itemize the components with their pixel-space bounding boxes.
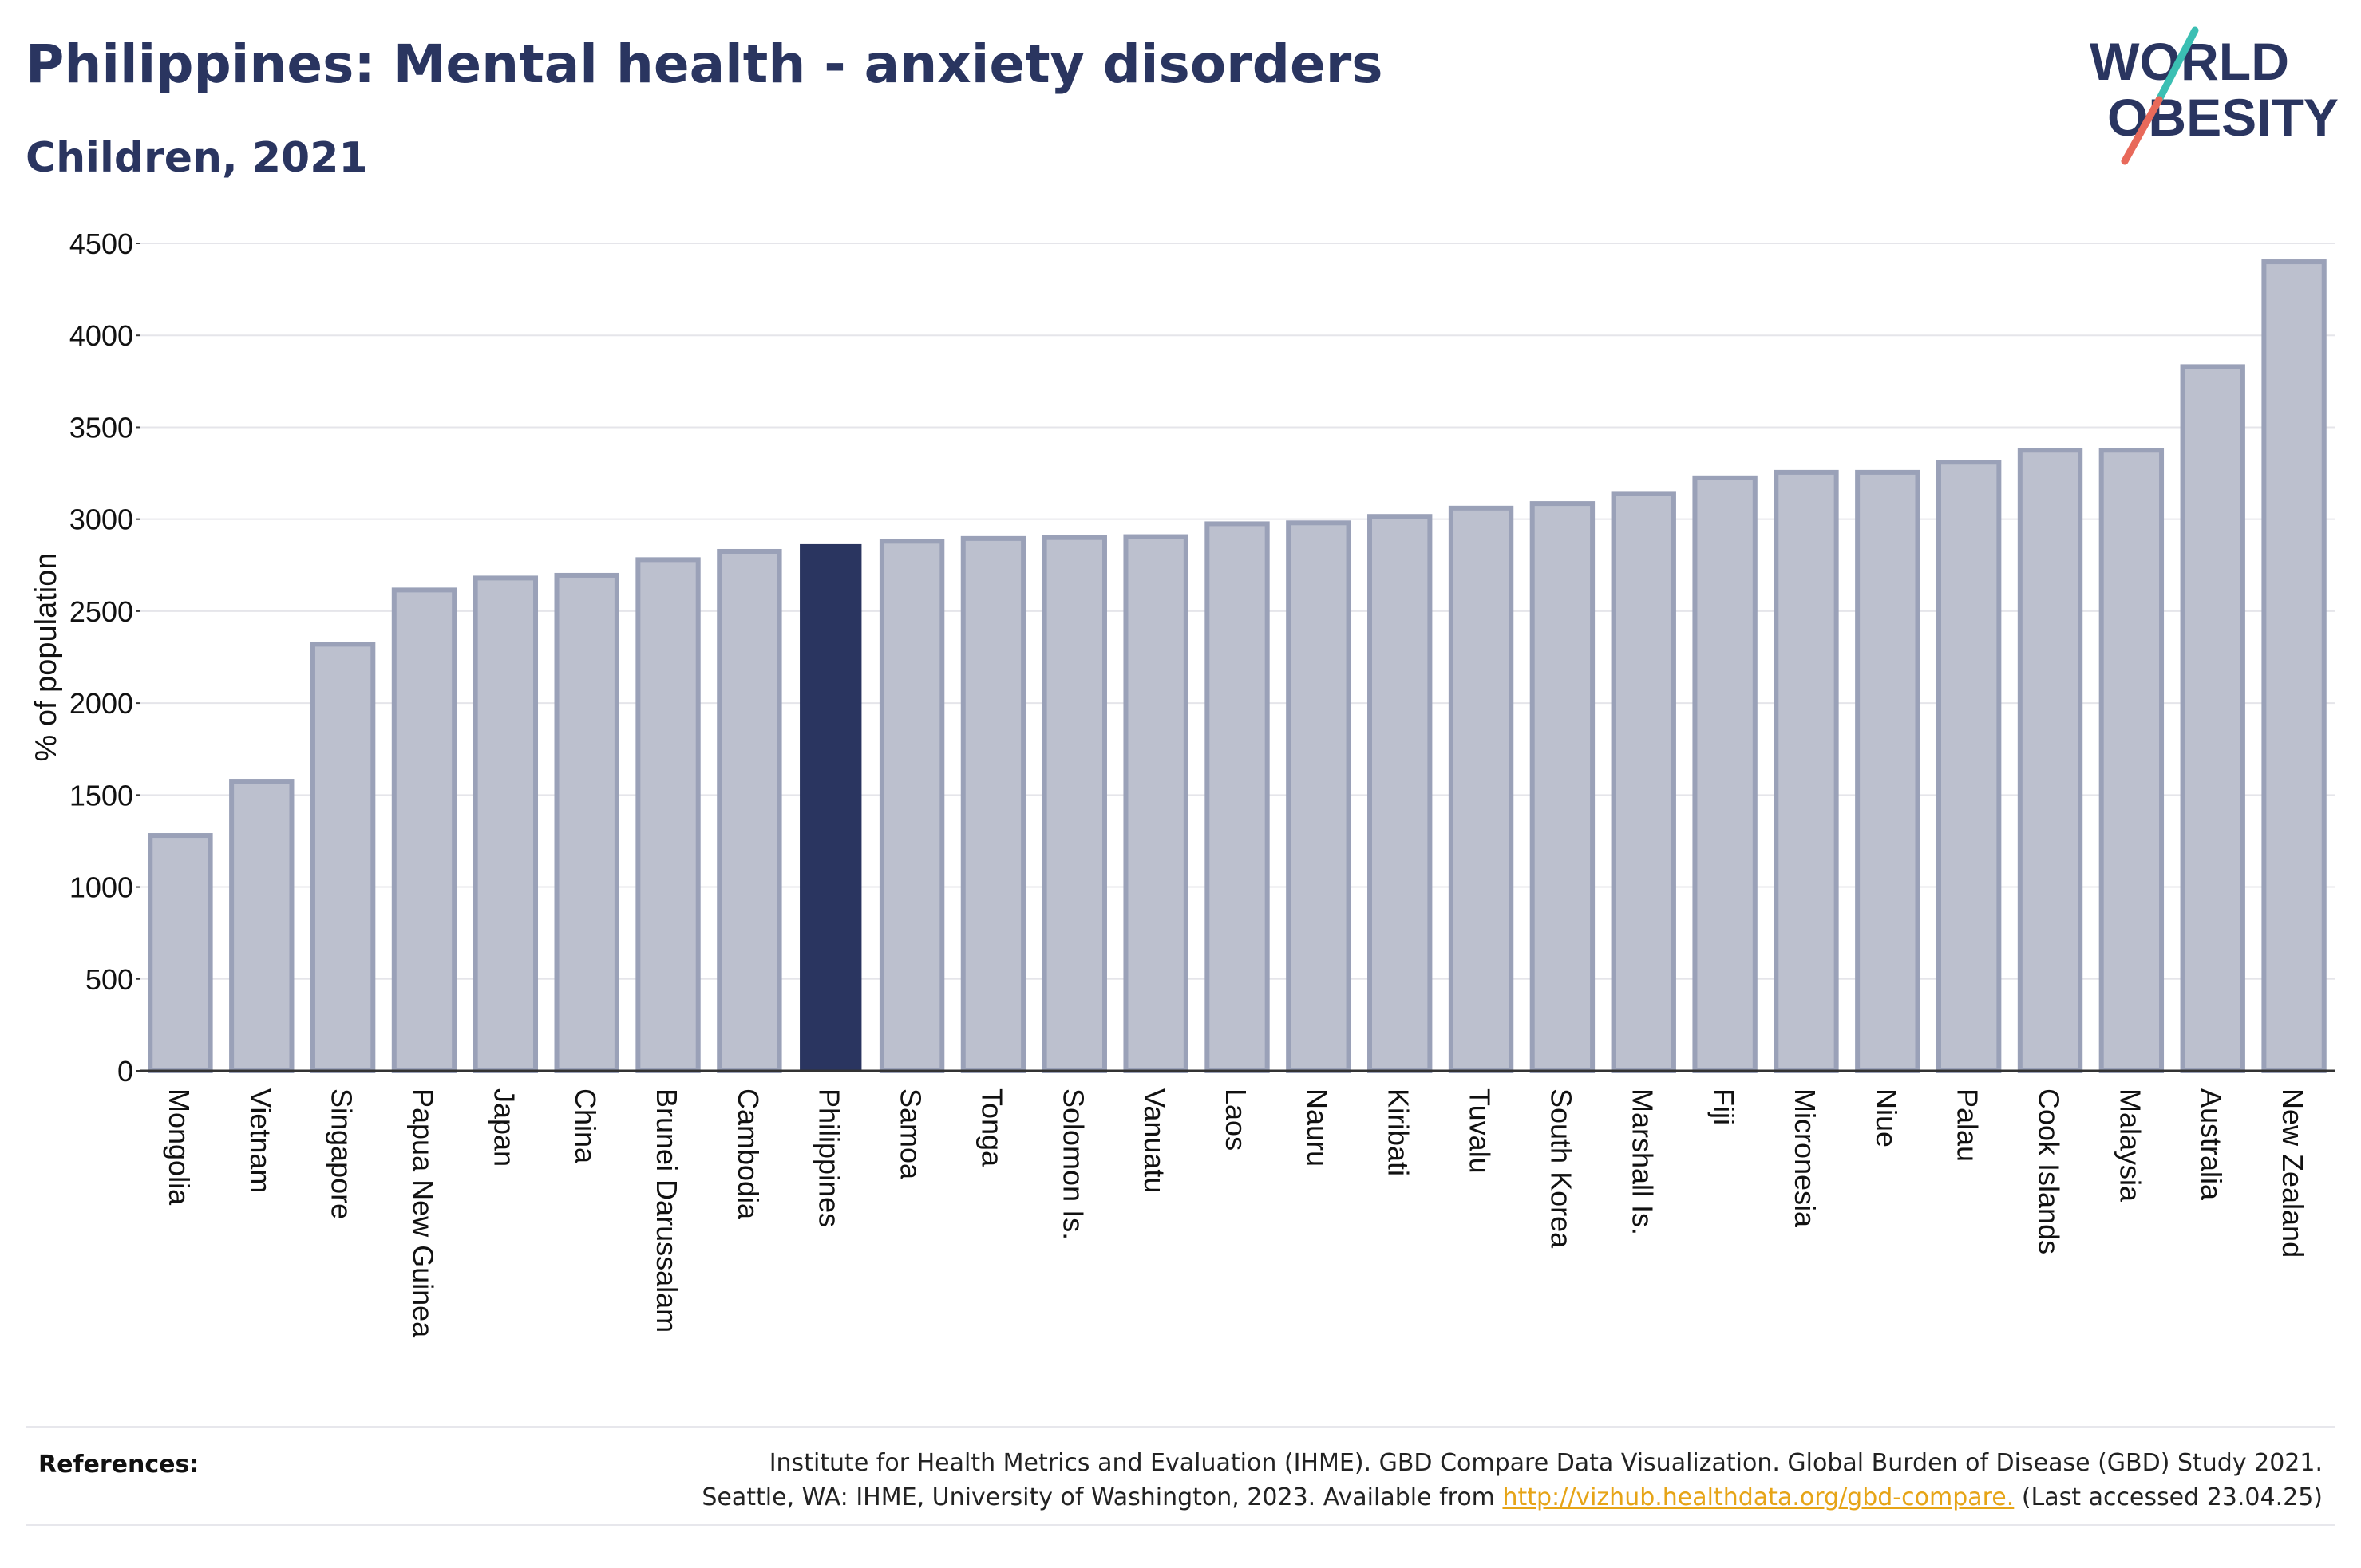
bar-japan	[473, 575, 539, 1073]
x-tick-label: Japan	[488, 1088, 520, 1167]
bar-brunei-darussalam	[635, 557, 701, 1073]
x-tick-label: Vanuatu	[1138, 1088, 1171, 1193]
x-tick-label: Nauru	[1301, 1088, 1334, 1167]
bar-laos	[1204, 521, 1270, 1073]
y-tick-label: 500	[85, 963, 133, 996]
bar-solomon-is	[1042, 535, 1107, 1073]
x-tick-label: Vietnam	[244, 1088, 277, 1193]
chart-subtitle: Children, 2021	[26, 134, 368, 182]
x-tick-label: Kiribati	[1382, 1088, 1415, 1176]
reference-prefix: Seattle, WA: IHME, University of Washing…	[702, 1483, 1503, 1511]
bar-vietnam	[229, 779, 295, 1073]
x-tick-label: Mongolia	[163, 1088, 196, 1206]
bar-palau	[1936, 460, 2002, 1073]
axes	[136, 243, 2335, 1072]
bar-singapore	[310, 642, 376, 1073]
y-tick-label: 2500	[69, 595, 133, 628]
bar-australia	[2180, 364, 2245, 1073]
world-obesity-logo: WORLD OBESITY	[2090, 26, 2339, 165]
x-tick-label: Papua New Guinea	[406, 1088, 439, 1338]
footer-divider-bottom	[26, 1524, 2335, 1526]
bar-china	[554, 572, 619, 1073]
bars	[148, 259, 2327, 1074]
bar-new-zealand	[2261, 259, 2327, 1073]
bar-cambodia	[717, 548, 782, 1073]
bar-vanuatu	[1123, 534, 1188, 1073]
y-tick-label: 4000	[69, 319, 133, 352]
bar-cook-islands	[2017, 448, 2083, 1073]
y-tick-label: 4500	[69, 227, 133, 260]
x-tick-label: Tonga	[975, 1088, 1008, 1167]
bar-samoa	[879, 539, 945, 1073]
x-tick-label: Australia	[2195, 1088, 2228, 1201]
logo-slash-teal	[2155, 26, 2199, 104]
bar-tuvalu	[1448, 505, 1514, 1073]
x-tick-label: Brunei Darussalam	[651, 1088, 683, 1333]
y-tick-label: 1500	[69, 779, 133, 812]
references-label: References:	[38, 1451, 200, 1479]
bar-malaysia	[2098, 448, 2165, 1073]
x-tick-label: Fiji	[1707, 1088, 1740, 1125]
x-tick-labels: Mongolia Vietnam Singapore Papua New Guinea…	[163, 1088, 2309, 1338]
footer-divider-top	[26, 1426, 2335, 1428]
bar-marshall-is	[1611, 491, 1676, 1073]
x-tick-label: Tuvalu	[1464, 1088, 1497, 1174]
x-tick-label: Solomon Is.	[1057, 1088, 1090, 1240]
y-tick-label: 0	[117, 1055, 133, 1088]
x-tick-label: Micronesia	[1789, 1088, 1821, 1228]
bar-philippines	[800, 543, 862, 1072]
bar-kiribati	[1367, 514, 1433, 1073]
x-tick-label: Niue	[1870, 1088, 1903, 1147]
y-tick-label: 3500	[69, 411, 133, 444]
x-tick-label: New Zealand	[2276, 1088, 2309, 1258]
reference-line-2: Seattle, WA: IHME, University of Washing…	[702, 1480, 2323, 1515]
x-tick-label: Singapore	[326, 1088, 358, 1219]
x-tick-label: China	[569, 1088, 602, 1164]
x-tick-label: Philippines	[813, 1088, 846, 1227]
bar-mongolia	[148, 833, 213, 1074]
references-text: Institute for Health Metrics and Evaluat…	[702, 1446, 2323, 1515]
y-tick-label: 3000	[69, 504, 133, 536]
y-tick-label: 1000	[69, 871, 133, 904]
y-tick-label: 2000	[69, 687, 133, 720]
y-tick-labels: 0 500 1000 1500 2000 2500 3000 3500 4000 4500	[69, 227, 133, 1088]
x-tick-label: Samoa	[895, 1088, 927, 1180]
logo-slash-coral	[2121, 96, 2163, 165]
bar-chart: 0 500 1000 1500 2000 2500 3000 3500 4000 4500 Mon…	[30, 227, 2335, 1338]
reference-line-1: Institute for Health Metrics and Evaluat…	[769, 1449, 2323, 1477]
reference-link[interactable]: http://vizhub.healthdata.org/gbd-compare…	[1502, 1483, 2015, 1511]
reference-suffix: (Last accessed 23.04.25)	[2014, 1483, 2323, 1511]
bar-micronesia	[1774, 469, 1839, 1073]
x-tick-label: Marshall Is.	[1626, 1088, 1659, 1235]
bar-fiji	[1692, 475, 1758, 1073]
x-tick-label: Cambodia	[732, 1088, 765, 1220]
x-tick-label: Malaysia	[2114, 1088, 2146, 1203]
bar-tonga	[960, 535, 1026, 1073]
x-tick-label: Palau	[1952, 1088, 1984, 1162]
bar-papua-new-guinea	[391, 587, 457, 1073]
bar-nauru	[1286, 520, 1351, 1073]
x-tick-label: Laos	[1220, 1088, 1252, 1151]
bar-south-korea	[1529, 501, 1596, 1073]
y-axis-label: % of population	[30, 553, 63, 762]
bar-niue	[1855, 469, 1920, 1073]
x-tick-label: South Korea	[1544, 1088, 1577, 1249]
chart-title: Philippines: Mental health - anxiety dis…	[26, 34, 1383, 95]
x-tick-label: Cook Islands	[2033, 1088, 2066, 1254]
